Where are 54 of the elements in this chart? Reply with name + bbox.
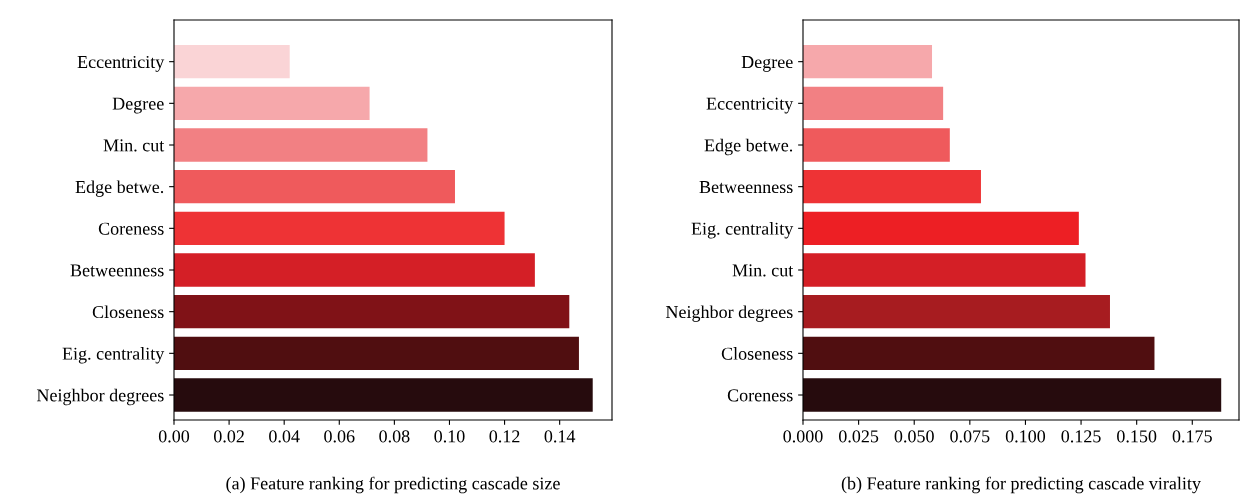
bar bbox=[803, 45, 933, 79]
x-tick-label: 0.125 bbox=[1061, 430, 1101, 443]
bar bbox=[803, 336, 1155, 370]
y-tick-label: Closeness bbox=[92, 305, 164, 319]
x-tick-label: 0.075 bbox=[950, 430, 990, 443]
x-tick-label: 0.050 bbox=[894, 430, 934, 443]
bar bbox=[803, 378, 1222, 412]
x-tick-label: 0.14 bbox=[544, 430, 576, 443]
y-tick-label: Eig. centrality bbox=[62, 347, 165, 364]
bar bbox=[174, 211, 505, 245]
x-tick-label: 0.10 bbox=[434, 430, 465, 443]
x-tick-label: 0.08 bbox=[379, 430, 410, 443]
y-tick-label: Coreness bbox=[727, 389, 793, 402]
bar bbox=[174, 86, 370, 120]
x-tick-label: 0.100 bbox=[1005, 430, 1046, 443]
x-axis-title: (a) Feature ranking for predicting cascade size bbox=[226, 476, 560, 494]
y-tick-label: Edge betwe. bbox=[704, 138, 793, 156]
x-tick-label: 0.00 bbox=[158, 430, 190, 443]
y-tick-label: Degree bbox=[112, 97, 164, 114]
bar bbox=[803, 295, 1110, 329]
bar bbox=[174, 336, 579, 370]
y-tick-label: Betweenness bbox=[70, 264, 164, 277]
bar bbox=[174, 128, 428, 162]
bar bbox=[803, 253, 1086, 287]
x-tick-label: 0.150 bbox=[1117, 430, 1157, 443]
y-tick-label: Eccentricity bbox=[77, 55, 165, 72]
x-tick-label: 0.025 bbox=[838, 430, 879, 443]
y-tick-label: Min. cut bbox=[732, 264, 794, 277]
x-tick-label: 0.12 bbox=[489, 430, 520, 443]
x-tick-label: 0.02 bbox=[213, 430, 244, 443]
bar bbox=[803, 86, 944, 120]
bar bbox=[803, 170, 981, 204]
y-tick-label: Degree bbox=[741, 56, 793, 72]
x-tick-label: 0.06 bbox=[324, 430, 355, 443]
y-tick-label: Coreness bbox=[98, 222, 164, 235]
y-tick-label: Min. cut bbox=[103, 139, 165, 152]
bar bbox=[174, 378, 593, 412]
y-tick-label: Eccentricity bbox=[706, 97, 794, 114]
y-tick-label: Betweenness bbox=[699, 181, 793, 194]
x-tick-label: 0.04 bbox=[269, 430, 300, 443]
y-tick-label: Closeness bbox=[721, 347, 793, 360]
bar bbox=[803, 211, 1079, 245]
y-tick-label: Neighbor degrees bbox=[36, 388, 164, 406]
bar bbox=[174, 170, 455, 204]
x-axis-title: (b) Feature ranking for predicting cascade virality bbox=[841, 476, 1201, 494]
x-tick-label: 0.000 bbox=[783, 430, 823, 443]
bar bbox=[174, 295, 570, 329]
bar bbox=[174, 253, 535, 287]
bar bbox=[803, 128, 950, 162]
y-tick-label: Neighbor degrees bbox=[665, 305, 793, 322]
y-tick-label: Edge betwe. bbox=[75, 180, 164, 197]
bar bbox=[174, 45, 290, 79]
y-tick-label: Eig. centrality bbox=[691, 222, 794, 239]
x-tick-label: 0.175 bbox=[1172, 430, 1212, 443]
